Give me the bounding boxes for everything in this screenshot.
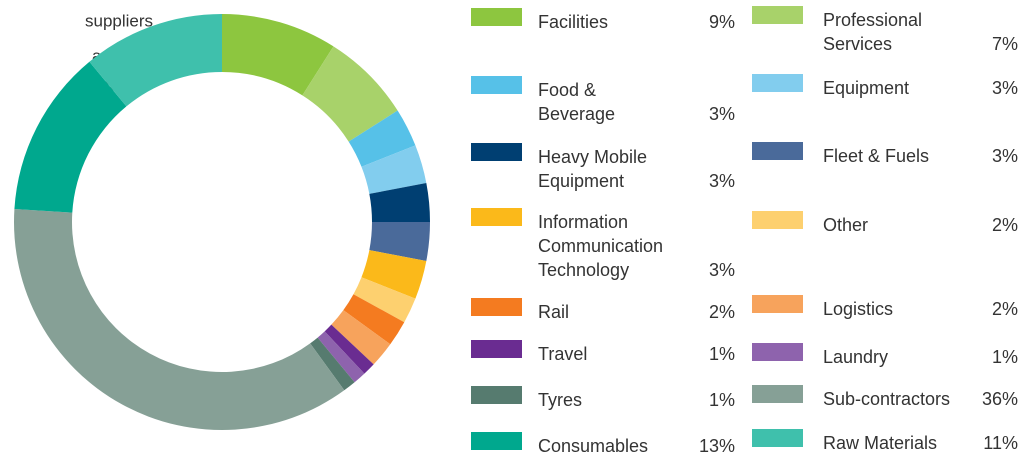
legend-swatch	[471, 143, 522, 161]
legend-value: 36%	[981, 389, 1018, 409]
legend-item: Travel 1%	[471, 340, 735, 366]
legend-value: 9%	[708, 12, 735, 32]
legend-swatch	[752, 295, 803, 313]
legend-item: Heavy Mobile Equipment 3%	[471, 143, 735, 193]
legend-value: 3%	[708, 260, 735, 280]
legend-value: 2%	[991, 215, 1018, 235]
legend-label: Fleet & Fuels	[823, 146, 930, 166]
legend-item: Rail 2%	[471, 298, 735, 324]
legend-label: Professional Services	[823, 10, 923, 54]
legend-value: 3%	[708, 171, 735, 191]
legend-label: Equipment	[823, 78, 910, 98]
legend-swatch	[471, 432, 522, 450]
legend-swatch	[752, 385, 803, 403]
legend-item: Laundry 1%	[752, 343, 1018, 369]
donut-slice	[324, 324, 374, 374]
legend-item: Equipment 3%	[752, 74, 1018, 100]
legend-value: 1%	[708, 390, 735, 410]
legend-value: 11%	[983, 433, 1018, 453]
legend-label: Tyres	[538, 390, 583, 410]
legend-item: Tyres 1%	[471, 386, 735, 412]
legend-label: Logistics	[823, 299, 894, 319]
legend-value: 13%	[698, 436, 735, 455]
donut-slice	[14, 61, 127, 213]
donut-slice	[317, 331, 365, 383]
legend-label: Rail	[538, 302, 570, 322]
legend-label: Sub-contractors	[823, 389, 951, 409]
legend-swatch	[752, 429, 803, 447]
legend-label: Travel	[538, 344, 588, 364]
donut-slice	[343, 294, 405, 345]
legend-item: Logistics 2%	[752, 295, 1018, 321]
annotation: suppliers	[85, 11, 153, 30]
legend-value: 2%	[991, 299, 1018, 319]
donut-slice	[369, 183, 430, 222]
donut-slice	[222, 14, 334, 96]
donut-slice	[361, 145, 427, 194]
donut-slice	[331, 310, 391, 365]
donut-slice	[353, 277, 416, 323]
legend-label: Consumables	[538, 436, 649, 455]
legend-swatch	[471, 340, 522, 358]
legend-label: Food & Beverage	[538, 80, 616, 124]
legend-value: 1%	[991, 347, 1018, 367]
legend-item: Information Communication Technology 3%	[471, 208, 735, 282]
legend-item: Food & Beverage 3%	[471, 76, 735, 126]
legend-swatch	[471, 298, 522, 316]
legend-value: 7%	[991, 34, 1018, 54]
legend-swatch	[471, 386, 522, 404]
legend-item: Raw Materials 11%	[752, 429, 1018, 455]
legend-swatch	[752, 343, 803, 361]
legend-label: Raw Materials	[823, 433, 938, 453]
donut-slice	[310, 337, 355, 391]
legend-swatch	[752, 6, 803, 24]
legend-swatch	[471, 8, 522, 26]
legend-value: 2%	[708, 302, 735, 322]
legend-label: Facilities	[538, 12, 609, 32]
legend-swatch	[752, 74, 803, 92]
legend-item: Sub-contractors 36%	[752, 385, 1018, 411]
legend-label: Information Communication Technology	[538, 212, 664, 280]
legend-value: 3%	[708, 104, 735, 124]
legend-swatch	[752, 211, 803, 229]
legend-item: Professional Services 7%	[752, 6, 1018, 56]
donut-slice	[348, 110, 416, 167]
legend-value: 3%	[991, 78, 1018, 98]
legend-item: Facilities 9%	[471, 8, 735, 34]
legend-swatch	[471, 76, 522, 94]
donut-slice	[369, 222, 430, 261]
donut-slice	[13, 208, 345, 431]
legend-label: Laundry	[823, 347, 889, 367]
legend-label: Heavy Mobile Equipment	[538, 147, 648, 191]
donut-slice	[89, 14, 223, 107]
legend-item: Fleet & Fuels 3%	[752, 142, 1018, 168]
legend-value: 3%	[991, 146, 1018, 166]
legend-swatch	[471, 208, 522, 226]
donut-slice	[361, 250, 427, 299]
donut-slice	[302, 46, 398, 142]
legend-label: Other	[823, 215, 869, 235]
legend-item: Other 2%	[752, 211, 1018, 237]
legend-swatch	[752, 142, 803, 160]
legend-value: 1%	[708, 344, 735, 364]
legend-item: Consumables 13%	[471, 432, 735, 455]
